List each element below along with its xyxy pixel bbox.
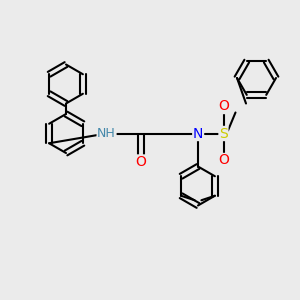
Text: S: S xyxy=(219,127,228,140)
Text: N: N xyxy=(193,127,203,140)
Text: O: O xyxy=(218,154,229,167)
Text: O: O xyxy=(136,155,146,169)
Text: O: O xyxy=(218,100,229,113)
Text: NH: NH xyxy=(97,127,116,140)
